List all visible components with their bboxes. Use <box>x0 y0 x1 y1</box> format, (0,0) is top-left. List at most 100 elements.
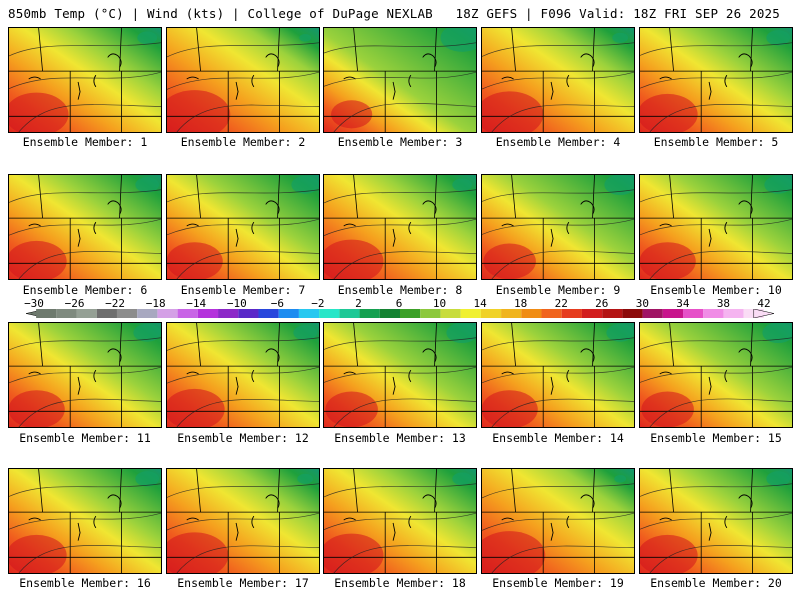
coastline-outline <box>343 53 437 100</box>
colorbar-arrow-end <box>753 309 774 318</box>
colorbar-tick-label: 10 <box>432 297 447 310</box>
height-contours <box>9 189 161 279</box>
colorbar-segment <box>238 309 259 318</box>
colorbar-tick-label: −14 <box>186 297 207 310</box>
member-caption: Ensemble Member: 18 <box>334 576 466 590</box>
member-caption: Ensemble Member: 10 <box>650 283 782 297</box>
member-caption: Ensemble Member: 4 <box>495 135 621 149</box>
temperature-map <box>167 175 319 279</box>
height-contours <box>482 337 634 427</box>
cool-area <box>299 33 312 42</box>
ensemble-map-panel <box>323 468 477 574</box>
colorbar-segment <box>319 309 340 318</box>
member-caption: Ensemble Member: 5 <box>653 135 779 149</box>
member-caption: Ensemble Member: 17 <box>177 576 309 590</box>
warm-core-area <box>9 390 65 427</box>
colorbar-segment <box>359 309 380 318</box>
height-contours <box>640 42 792 132</box>
member-caption: Ensemble Member: 2 <box>180 135 306 149</box>
state-border-lines <box>640 28 792 132</box>
height-contours <box>167 42 319 132</box>
temperature-map <box>640 323 792 427</box>
colorbar-segment <box>501 309 522 318</box>
height-contours <box>167 337 319 427</box>
temperature-map <box>167 323 319 427</box>
member-caption: Ensemble Member: 6 <box>22 283 148 297</box>
warm-core-area <box>640 534 698 573</box>
cool-area <box>446 323 476 344</box>
colorbar-segment <box>561 309 582 318</box>
height-contours <box>9 483 161 573</box>
colorbar-segment <box>400 309 421 318</box>
colorbar-segment <box>36 309 57 318</box>
colorbar-segment <box>258 309 279 318</box>
colorbar-segment <box>197 309 219 318</box>
temperature-map <box>167 28 319 132</box>
state-border-lines <box>324 175 476 279</box>
state-border-lines <box>167 323 319 427</box>
colorbar-segment <box>379 309 400 318</box>
temperature-map <box>167 469 319 573</box>
warm-core-area <box>331 100 373 129</box>
state-border-lines <box>482 175 634 279</box>
ensemble-map-panel <box>8 27 162 133</box>
coastline-outline <box>343 348 437 395</box>
colorbar-segment <box>683 309 704 318</box>
state-border-lines <box>9 175 161 279</box>
warm-core-area <box>9 534 67 573</box>
warm-core-area <box>482 531 546 573</box>
colorbar-segment <box>56 309 77 318</box>
member-caption: Ensemble Member: 9 <box>495 283 621 297</box>
colorbar-segment <box>480 309 502 318</box>
member-caption: Ensemble Member: 12 <box>177 431 309 445</box>
coastline-outline <box>28 200 122 247</box>
height-contours <box>324 337 476 427</box>
coastline-outline <box>186 53 280 100</box>
state-border-lines <box>640 323 792 427</box>
colorbar-tick-label: −10 <box>226 297 247 310</box>
warm-core-area <box>482 390 538 427</box>
temperature-map <box>482 323 634 427</box>
colorbar-tick-label: −26 <box>64 297 85 310</box>
temperature-map <box>324 469 476 573</box>
warm-core-area <box>325 391 378 427</box>
coastline-outline <box>659 53 753 100</box>
member-caption: Ensemble Member: 15 <box>650 431 782 445</box>
warm-core-area <box>483 243 536 279</box>
colorbar-tick-label: 14 <box>473 297 487 310</box>
temperature-map <box>9 28 161 132</box>
coastline-outline <box>28 494 122 541</box>
colorbar-tick-label: 26 <box>595 297 609 310</box>
colorbar-tick-label: −18 <box>145 297 166 310</box>
colorbar-tick-label: 22 <box>554 297 568 310</box>
height-contours <box>640 189 792 279</box>
colorbar-segment <box>622 309 643 318</box>
colorbar-tick-label: 2 <box>355 297 362 310</box>
colorbar-segment <box>96 309 117 318</box>
temperature-map <box>640 175 792 279</box>
warm-core-area <box>640 242 696 279</box>
coastline-outline <box>186 348 280 395</box>
temperature-map <box>324 175 476 279</box>
temperature-map <box>640 28 792 132</box>
warm-core-area <box>641 391 694 427</box>
colorbar-segment <box>218 309 239 318</box>
colorbar-segment <box>177 309 198 318</box>
header-title: 850mb Temp (°C) | Wind (kts) | College o… <box>8 6 433 21</box>
warm-core-area <box>482 91 544 132</box>
temperature-map <box>9 175 161 279</box>
cool-area <box>135 471 160 487</box>
member-caption: Ensemble Member: 13 <box>334 431 466 445</box>
colorbar-segment <box>278 309 299 318</box>
height-contours <box>482 189 634 279</box>
colorbar-segment <box>662 309 684 318</box>
cool-area <box>133 323 161 342</box>
cool-area <box>291 175 319 194</box>
member-caption: Ensemble Member: 7 <box>180 283 306 297</box>
warm-core-area <box>9 92 69 132</box>
state-border-lines <box>9 323 161 427</box>
ensemble-map-panel <box>166 468 320 574</box>
colorbar-segment <box>460 309 481 318</box>
state-border-lines <box>482 28 634 132</box>
warm-core-area <box>324 239 384 279</box>
